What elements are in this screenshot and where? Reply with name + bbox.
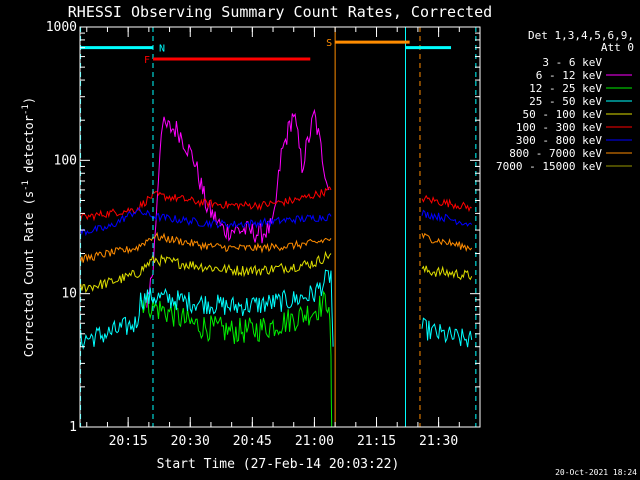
x-tick-label: 20:30 [171, 434, 210, 449]
series-25-50-kev [80, 269, 473, 350]
series-line-800-7000-kev-1 [421, 232, 473, 252]
series-layer [80, 108, 473, 427]
series-line-300-800-kev-0 [80, 206, 332, 237]
x-tick-label: 21:15 [357, 434, 396, 449]
legend-label-6-12-kev: 6 - 12 keV [536, 69, 603, 82]
generated-timestamp: 20-Oct-2021 18:24 [555, 468, 637, 477]
legend-label-50-100-kev: 50 - 100 keV [523, 108, 603, 121]
legend-header: Att 0 [601, 41, 634, 54]
flag-label-n: N [159, 44, 165, 55]
flag-label-s: S [326, 38, 332, 49]
legend-label-300-800-kev: 300 - 800 keV [516, 134, 602, 147]
legend-label-100-300-kev: 100 - 300 keV [516, 121, 602, 134]
series-300-800-kev [80, 206, 473, 237]
legend-label-800-7000-kev: 800 - 7000 keV [509, 147, 602, 160]
x-tick-label: 21:30 [419, 434, 458, 449]
y-tick-label: 1 [69, 420, 77, 435]
legend-header: Det 1,3,4,5,6,9, [528, 29, 634, 42]
y-tick-label: 100 [54, 153, 77, 168]
x-tick-label: 21:00 [295, 434, 334, 449]
x-axis-label: Start Time (27-Feb-14 20:03:22) [157, 457, 400, 472]
series-800-7000-kev [80, 231, 473, 263]
legend-label-12-25-kev: 12 - 25 keV [529, 82, 602, 95]
legend-label-3-6-kev: 3 - 6 keV [542, 56, 602, 69]
series-line-6-12-kev-0 [146, 108, 330, 308]
y-axis-label-part: Corrected Count Rate (s [22, 191, 36, 357]
flag-layer: NF S [80, 38, 452, 66]
series-line-25-50-kev-0 [80, 269, 334, 350]
series-3-6-kev [146, 146, 330, 309]
y-axis-label-part: -1 [21, 104, 31, 115]
series-line-800-7000-kev-0 [80, 231, 332, 263]
series-6-12-kev [146, 108, 330, 308]
x-tick-label: 20:45 [233, 434, 272, 449]
chart-title: RHESSI Observing Summary Count Rates, Co… [68, 3, 492, 21]
axis-layer: 1 10 100 1000 20:15 20:30 20:45 21:00 21:15 21:30 [46, 20, 481, 449]
series-line-50-100-kev-1 [421, 265, 473, 281]
series-12-25-kev [140, 290, 333, 427]
plot-frame [79, 26, 481, 428]
series-100-300-kev [80, 186, 472, 222]
series-line-100-300-kev-1 [421, 194, 472, 213]
y-axis-label: Corrected Count Rate (s-1 detector-1) [21, 97, 36, 357]
y-axis-label-part: ) [22, 97, 36, 104]
series-line-25-50-kev-1 [421, 317, 473, 348]
series-line-12-25-kev-0 [140, 290, 333, 427]
series-line-50-100-kev-0 [80, 250, 332, 294]
y-axis-label-part: detector [22, 115, 36, 180]
series-line-100-300-kev-0 [80, 186, 332, 222]
flag-label-f: F [144, 55, 150, 66]
y-axis-label-part: -1 [21, 180, 31, 191]
series-50-100-kev [80, 250, 473, 294]
legend-label-7000-15000-kev: 7000 - 15000 keV [496, 160, 602, 173]
vertical-marker-layer [80, 27, 477, 427]
y-tick-label: 10 [61, 287, 77, 302]
series-line-3-6-kev-0 [146, 146, 330, 309]
series-line-300-800-kev-1 [421, 209, 473, 227]
x-tick-label: 20:15 [109, 434, 148, 449]
legend-label-25-50-kev: 25 - 50 keV [529, 95, 602, 108]
y-tick-label: 1000 [46, 20, 77, 35]
